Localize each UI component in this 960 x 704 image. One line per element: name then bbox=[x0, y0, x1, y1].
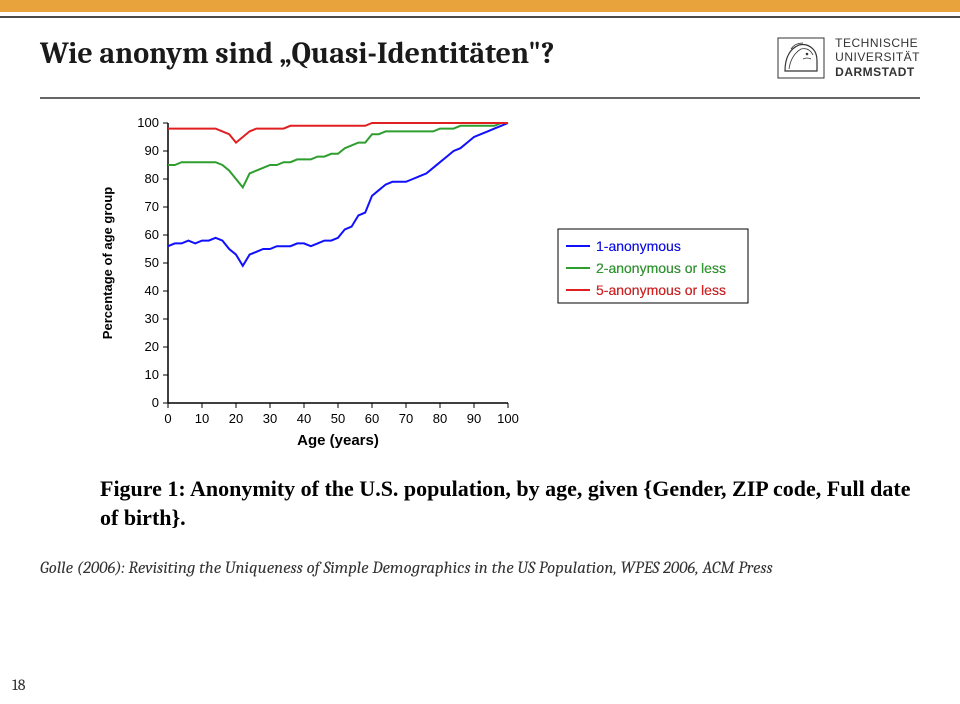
svg-text:2-anonymous or less: 2-anonymous or less bbox=[596, 260, 726, 276]
svg-text:0: 0 bbox=[152, 395, 159, 410]
figure-caption-text: Anonymity of the U.S. population, by age… bbox=[100, 476, 911, 531]
university-name: TECHNISCHE UNIVERSITÄT DARMSTADT bbox=[835, 36, 920, 79]
header-row: Wie anonym sind „Quasi-Identitäten"? TEC… bbox=[40, 36, 920, 79]
svg-text:40: 40 bbox=[145, 283, 159, 298]
uni-line2: UNIVERSITÄT bbox=[835, 50, 920, 64]
uni-line3: DARMSTADT bbox=[835, 65, 920, 79]
anonymity-chart: 0 10 20 30 40 50 60 70 80 90 100 0 10 20 30 40 50 60 70 80 9… bbox=[90, 109, 850, 449]
slide-title: Wie anonym sind „Quasi-Identitäten"? bbox=[40, 36, 554, 71]
svg-text:70: 70 bbox=[145, 199, 159, 214]
uni-line1: TECHNISCHE bbox=[835, 36, 920, 50]
svg-text:Percentage of age group: Percentage of age group bbox=[100, 186, 115, 338]
svg-text:100: 100 bbox=[137, 115, 159, 130]
svg-text:20: 20 bbox=[229, 411, 243, 426]
svg-text:80: 80 bbox=[145, 171, 159, 186]
svg-text:90: 90 bbox=[467, 411, 481, 426]
figure-caption-prefix: Figure 1: bbox=[100, 476, 190, 501]
svg-text:70: 70 bbox=[399, 411, 413, 426]
svg-text:30: 30 bbox=[145, 311, 159, 326]
figure-caption: Figure 1: Anonymity of the U.S. populati… bbox=[100, 474, 920, 533]
svg-text:30: 30 bbox=[263, 411, 277, 426]
svg-text:5-anonymous or less: 5-anonymous or less bbox=[596, 282, 726, 298]
svg-text:10: 10 bbox=[145, 367, 159, 382]
svg-text:40: 40 bbox=[297, 411, 311, 426]
citation: Golle (2006): Revisiting the Uniqueness … bbox=[40, 559, 920, 578]
title-underline bbox=[40, 97, 920, 99]
svg-text:0: 0 bbox=[164, 411, 171, 426]
university-logo-block: TECHNISCHE UNIVERSITÄT DARMSTADT bbox=[777, 36, 920, 79]
svg-text:50: 50 bbox=[145, 255, 159, 270]
svg-text:100: 100 bbox=[497, 411, 519, 426]
svg-text:Age (years): Age (years) bbox=[297, 432, 379, 449]
accent-bar bbox=[0, 0, 960, 12]
svg-text:20: 20 bbox=[145, 339, 159, 354]
svg-text:80: 80 bbox=[433, 411, 447, 426]
slide-body: Wie anonym sind „Quasi-Identitäten"? TEC… bbox=[0, 36, 960, 578]
svg-text:50: 50 bbox=[331, 411, 345, 426]
svg-text:60: 60 bbox=[145, 227, 159, 242]
svg-text:60: 60 bbox=[365, 411, 379, 426]
svg-text:10: 10 bbox=[195, 411, 209, 426]
page-number: 18 bbox=[12, 676, 26, 694]
athena-logo-icon bbox=[777, 37, 825, 79]
svg-text:1-anonymous: 1-anonymous bbox=[596, 238, 681, 254]
svg-text:90: 90 bbox=[145, 143, 159, 158]
top-rule bbox=[0, 16, 960, 18]
chart-area: 0 10 20 30 40 50 60 70 80 90 100 0 10 20 30 40 50 60 70 80 9… bbox=[90, 109, 850, 454]
